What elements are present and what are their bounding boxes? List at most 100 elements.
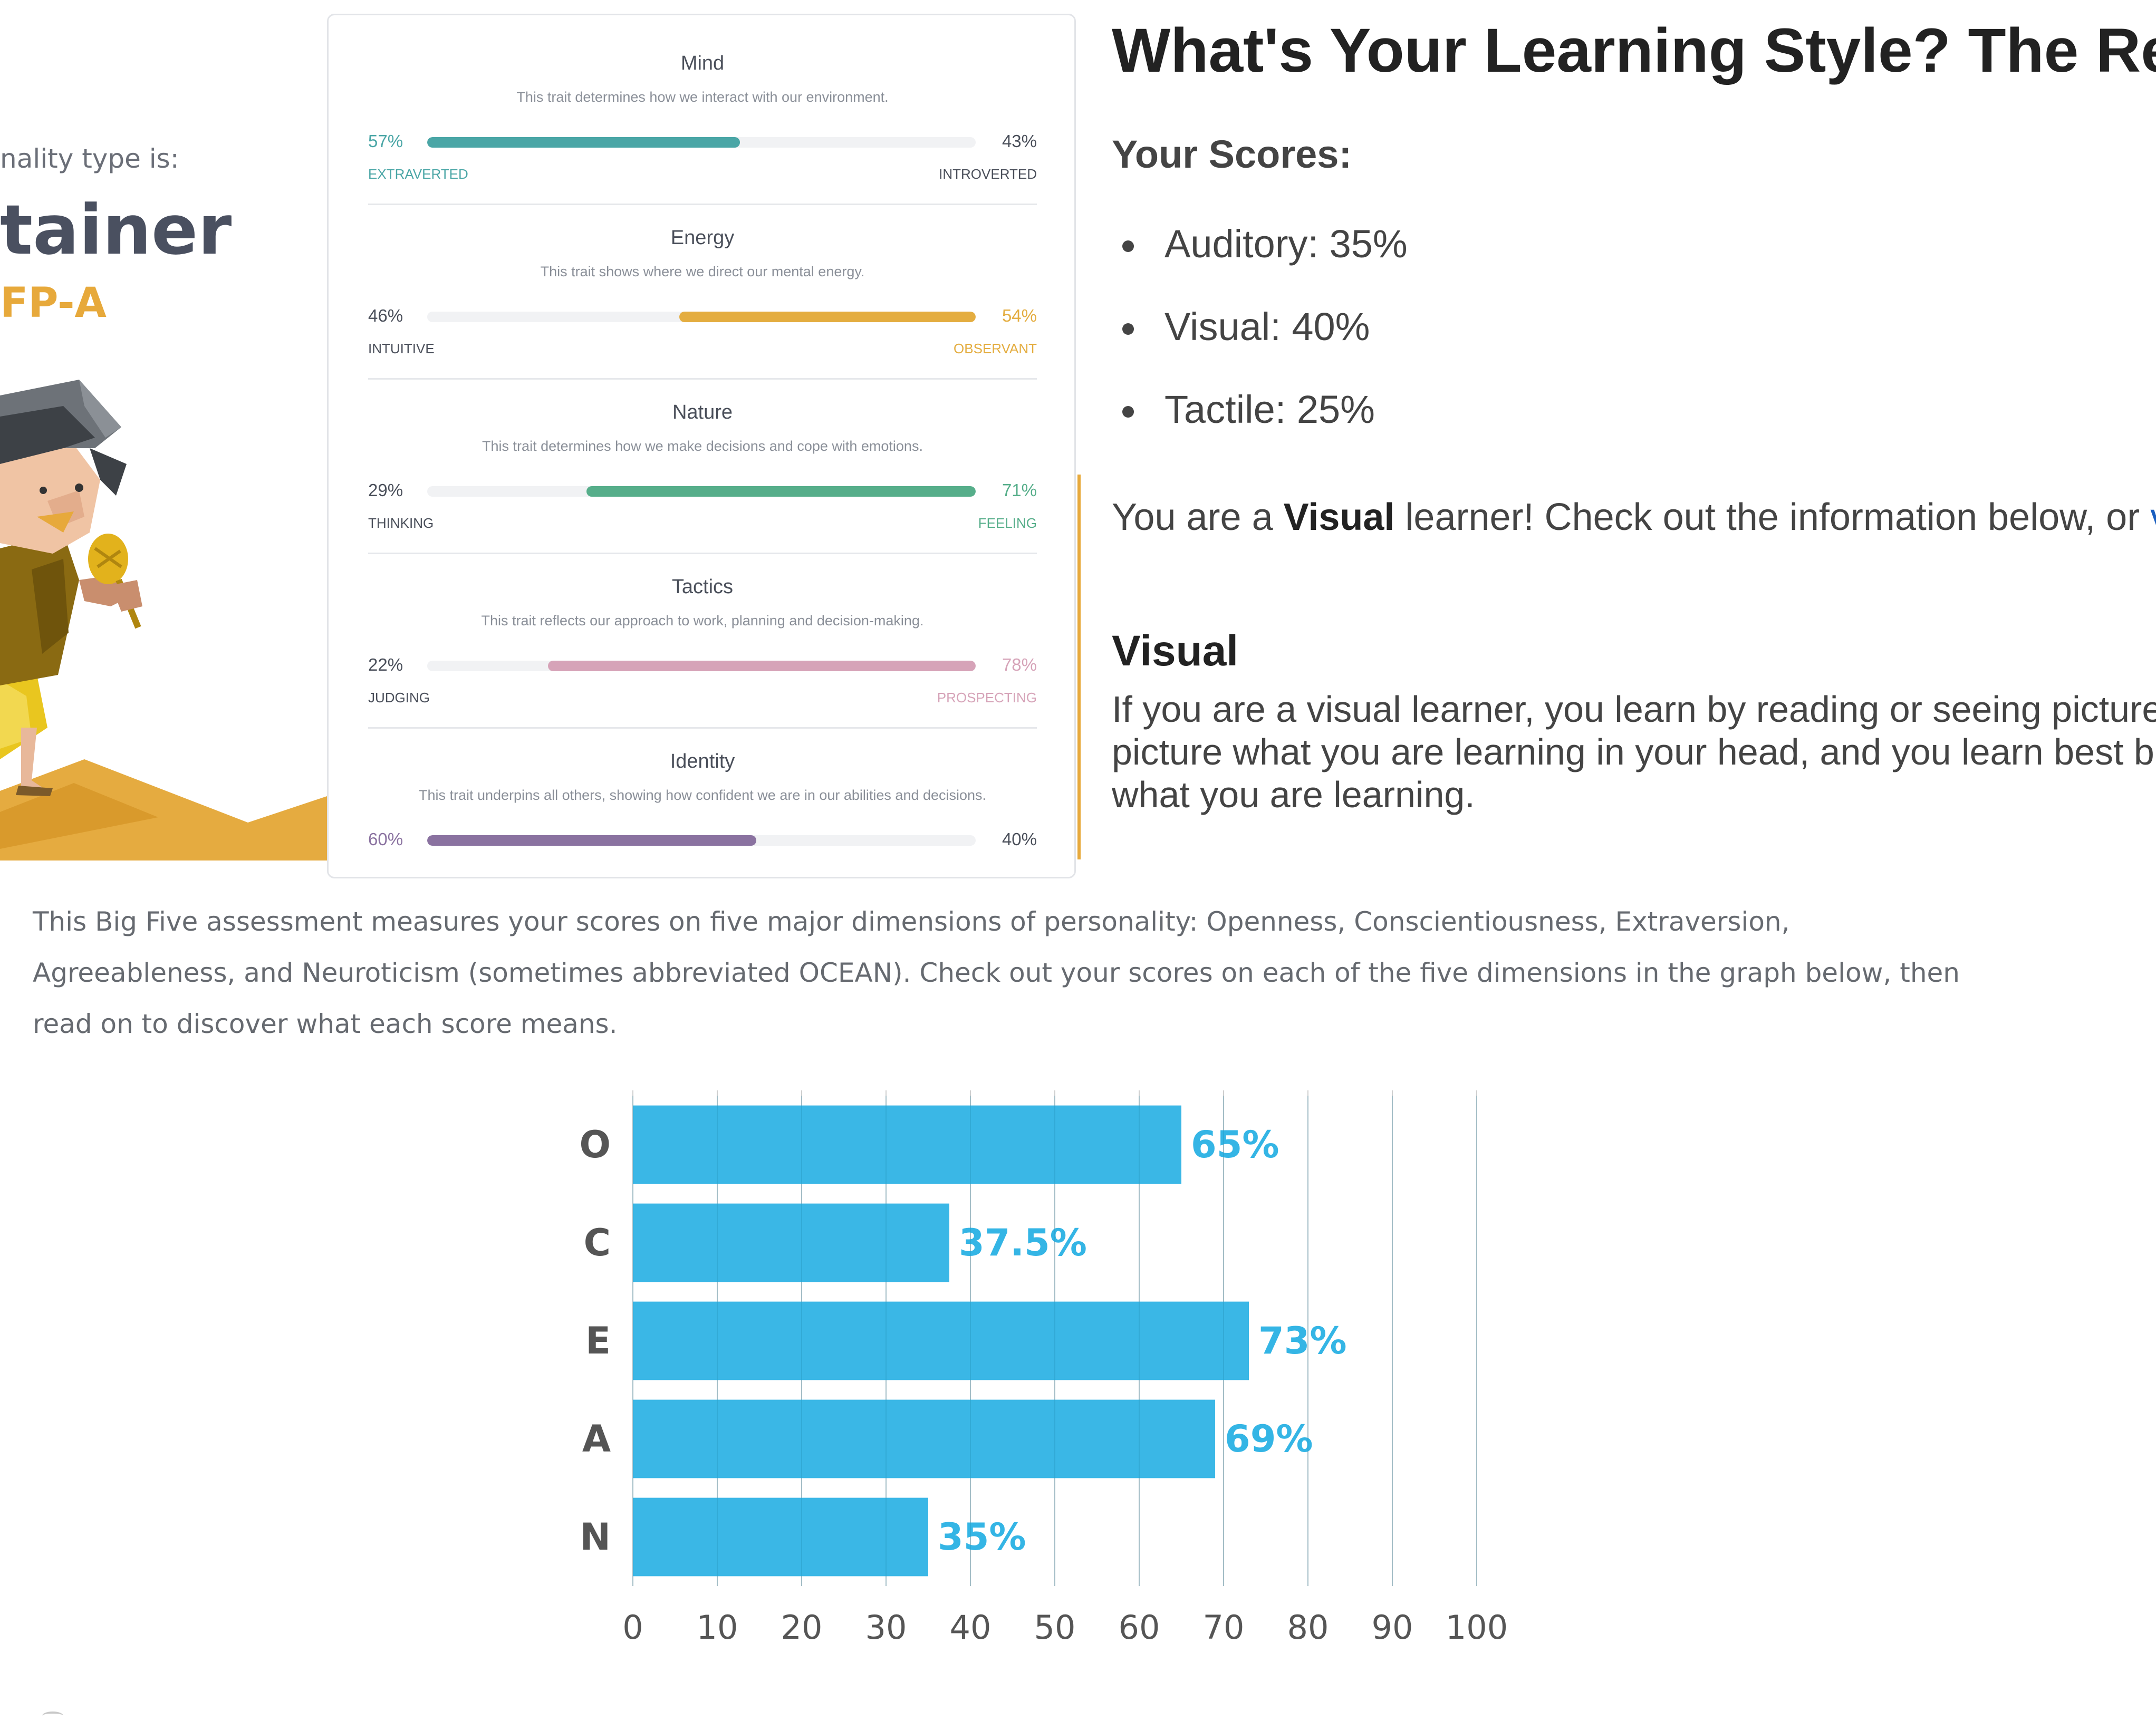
trait-left-percent: 57% xyxy=(368,131,403,151)
trait-description: This trait determines how we interact wi… xyxy=(516,89,889,105)
visual-text-line: picture what you are learning in your he… xyxy=(1112,731,2154,772)
trait-left-label: THINKING xyxy=(368,515,434,531)
value-label: 73% xyxy=(1258,1319,1347,1362)
trait-bar-track xyxy=(427,137,976,148)
trait-bar-track xyxy=(427,661,976,671)
score-text: Visual: 40% xyxy=(1164,305,1370,349)
value-label: 69% xyxy=(1225,1417,1313,1461)
entertainer-character-illustration xyxy=(0,380,327,860)
result-prefix: You are a xyxy=(1112,496,1284,538)
category-label: C xyxy=(584,1221,611,1264)
trait-0: Mind This trait determines how we interac… xyxy=(368,15,1037,205)
score-text: Tactile: 25% xyxy=(1164,388,1375,431)
trait-right-percent: 43% xyxy=(1002,131,1037,151)
trait-left-label: EXTRAVERTED xyxy=(368,166,468,182)
trait-bar-fill xyxy=(427,137,740,148)
bullet-icon xyxy=(1122,323,1134,335)
trait-right-label: PROSPECTING xyxy=(937,690,1037,705)
trait-bar-fill xyxy=(547,661,976,671)
category-label: A xyxy=(582,1417,611,1461)
x-tick-label: 40 xyxy=(950,1608,992,1645)
x-tick-label: 70 xyxy=(1203,1608,1245,1645)
learning-style-heading: What's Your Learning Style? The Re xyxy=(1112,16,2156,85)
bar-E xyxy=(633,1301,1249,1380)
visual-text-line: If you are a visual learner, you learn b… xyxy=(1112,689,2156,730)
score-item-auditory: Auditory: 35% xyxy=(1112,221,1408,304)
category-label: N xyxy=(580,1515,611,1559)
trait-bar-fill xyxy=(679,312,976,322)
x-tick-label: 0 xyxy=(622,1608,643,1645)
bar-N xyxy=(633,1497,928,1577)
trait-left-label: INTUITIVE xyxy=(368,341,435,356)
trait-right-label: INTROVERTED xyxy=(939,166,1037,182)
bigfive-intro: This Big Five assessment measures your s… xyxy=(33,896,1984,1050)
trait-bar-fill xyxy=(427,835,756,846)
value-label: 37.5% xyxy=(959,1221,1087,1264)
x-tick-label: 90 xyxy=(1372,1608,1413,1645)
scores-heading: Your Scores: xyxy=(1112,132,1352,176)
x-tick-label: 20 xyxy=(781,1608,823,1645)
visual-section-heading: Visual xyxy=(1112,627,1239,675)
category-label: O xyxy=(579,1123,611,1166)
value-label: 35% xyxy=(938,1515,1026,1559)
bar-A xyxy=(633,1399,1215,1478)
trait-title: Tactics xyxy=(671,576,734,598)
x-tick-label: 30 xyxy=(865,1608,907,1645)
view-link[interactable]: vie xyxy=(2150,496,2156,538)
traits-card: Mind This trait determines how we interac… xyxy=(327,14,1076,878)
bullet-icon xyxy=(1122,406,1134,418)
result-suffix: learner! Check out the information below… xyxy=(1394,496,2151,538)
learning-style-page: What's Your Learning Style? The Re Your … xyxy=(1076,0,2156,860)
trait-description: This trait underpins all others, showing… xyxy=(418,787,987,803)
trait-bar-fill xyxy=(586,486,976,497)
visual-text-line: what you are learning. xyxy=(1112,774,1475,815)
trait-divider xyxy=(368,204,1037,205)
score-item-visual: Visual: 40% xyxy=(1112,304,1408,387)
intro-line: This Big Five assessment measures your s… xyxy=(33,906,1790,937)
trait-bar-track xyxy=(427,312,976,322)
trait-title: Energy xyxy=(670,227,735,249)
value-label: 65% xyxy=(1191,1123,1279,1166)
trait-2: Nature This trait determines how we make … xyxy=(368,364,1037,554)
trait-4: Identity This trait underpins all others,… xyxy=(368,713,1037,877)
trait-left-label: JUDGING xyxy=(368,690,430,705)
score-item-tactile: Tactile: 25% xyxy=(1112,387,1408,470)
trait-right-percent: 71% xyxy=(1002,480,1037,500)
trait-left-percent: 22% xyxy=(368,655,403,674)
x-tick-label: 60 xyxy=(1119,1608,1160,1645)
trait-description: This trait shows where we direct our men… xyxy=(540,264,865,279)
ocean-bar-chart: 0 10 20 30 40 50 60 70 80 90 100 O 65% C 37.5% E 73% A 69%… xyxy=(579,1090,1508,1645)
result-type: Visual xyxy=(1283,496,1395,538)
bar-O xyxy=(633,1105,1181,1184)
trait-left-percent: 29% xyxy=(368,480,403,500)
trait-right-label: OBSERVANT xyxy=(954,341,1037,356)
trait-divider xyxy=(368,378,1037,380)
visual-section-text: If you are a visual learner, you learn b… xyxy=(1112,688,2156,816)
trait-left-percent: 46% xyxy=(368,306,403,325)
trait-divider xyxy=(368,553,1037,554)
trait-title: Identity xyxy=(670,750,735,772)
trait-right-percent: 78% xyxy=(1002,655,1037,674)
trait-3: Tactics This trait reflects our approach … xyxy=(368,539,1037,729)
trait-right-percent: 54% xyxy=(1002,306,1037,325)
bar-C xyxy=(633,1203,949,1282)
personality-type-code: FP-A xyxy=(0,279,107,327)
score-text: Auditory: 35% xyxy=(1164,222,1408,266)
x-tick-label: 80 xyxy=(1287,1608,1329,1645)
trait-1: Energy This trait shows where we direct o… xyxy=(368,190,1037,380)
trait-bar-track xyxy=(427,486,976,497)
trait-description: This trait determines how we make decisi… xyxy=(482,438,923,454)
scores-list: Auditory: 35% Visual: 40% Tactile: 25% xyxy=(1112,221,1408,470)
page-fragment xyxy=(42,1712,63,1720)
trait-title: Mind xyxy=(680,52,725,74)
trait-right-label: FEELING xyxy=(978,515,1037,531)
accent-rule xyxy=(1077,475,1081,859)
x-tick-label: 100 xyxy=(1446,1608,1508,1645)
trait-left-percent: 60% xyxy=(368,829,403,849)
trait-title: Nature xyxy=(672,401,733,423)
trait-bar-track xyxy=(427,835,976,846)
trait-right-percent: 40% xyxy=(1002,829,1037,849)
intro-line: Agreeableness, and Neuroticism (sometime… xyxy=(33,958,1960,988)
intro-line: read on to discover what each score mean… xyxy=(33,1009,618,1039)
personality-type-name: tainer xyxy=(0,190,232,270)
